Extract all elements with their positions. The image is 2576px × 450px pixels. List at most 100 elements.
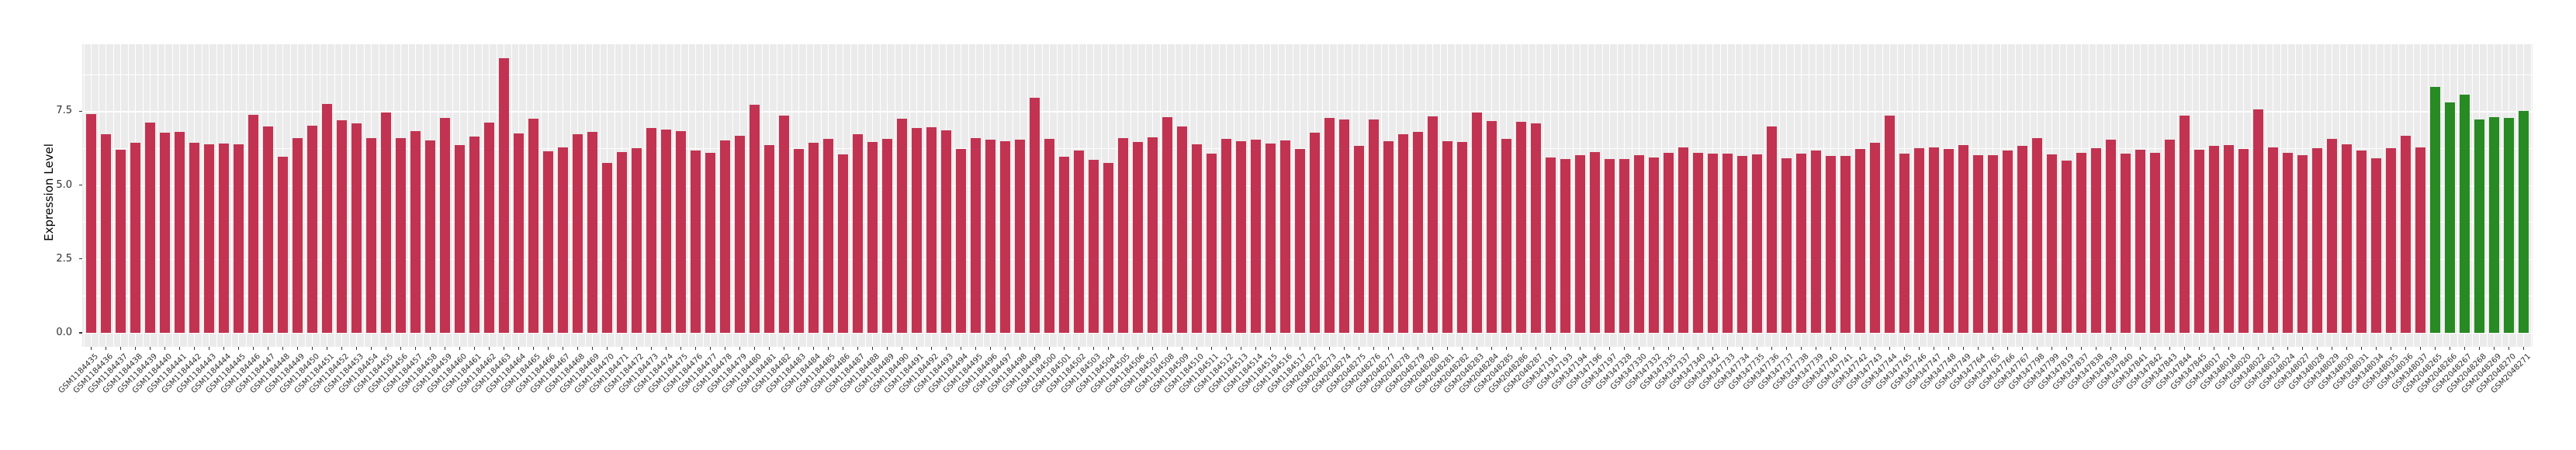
v-gridline-minor xyxy=(2471,44,2473,347)
x-tick-mark xyxy=(1314,347,1316,350)
v-gridline-minor xyxy=(2000,44,2001,347)
x-tick-mark xyxy=(473,347,476,350)
y-tick-label: 5.0 xyxy=(56,178,72,191)
bar-GSM2048265 xyxy=(2430,86,2441,333)
v-gridline-minor xyxy=(1837,44,1839,347)
x-tick-mark xyxy=(621,347,623,350)
bar-GSM347342 xyxy=(1708,154,1719,333)
v-gridline-minor xyxy=(1056,44,1058,347)
x-tick-mark xyxy=(2463,347,2466,350)
bar-GSM1184445 xyxy=(233,144,244,333)
x-tick-mark xyxy=(488,347,490,350)
x-tick-mark xyxy=(2110,347,2112,350)
bar-GSM1184457 xyxy=(410,130,421,333)
bar-GSM1184454 xyxy=(365,138,376,333)
x-tick-mark xyxy=(1948,347,1950,350)
x-tick-mark xyxy=(871,347,874,350)
x-tick-mark xyxy=(532,347,535,350)
bar-GSM1184440 xyxy=(159,133,170,333)
v-gridline-minor xyxy=(1144,44,1146,347)
x-tick-mark xyxy=(2419,347,2422,350)
x-tick-mark xyxy=(2183,347,2186,350)
bar-GSM1184494 xyxy=(955,149,966,333)
x-tick-mark xyxy=(370,347,372,350)
bar-GSM1184513 xyxy=(1235,141,1246,333)
x-tick-mark xyxy=(296,347,298,350)
x-tick-mark xyxy=(1579,347,1581,350)
x-tick-mark xyxy=(1210,347,1213,350)
x-tick-mark xyxy=(1520,347,1522,350)
x-tick-mark xyxy=(1461,347,1463,350)
v-gridline-minor xyxy=(1041,44,1043,347)
v-gridline-minor xyxy=(2073,44,2075,347)
v-gridline-minor xyxy=(584,44,586,347)
x-tick-mark xyxy=(2021,347,2024,350)
x-tick-mark xyxy=(1889,347,1891,350)
x-tick-mark xyxy=(1225,347,1227,350)
v-gridline-minor xyxy=(1366,44,1367,347)
bar-GSM2048271 xyxy=(2519,110,2529,333)
v-gridline-minor xyxy=(1277,44,1279,347)
v-gridline-minor xyxy=(540,44,542,347)
v-gridline-minor xyxy=(230,44,232,347)
x-tick-mark xyxy=(2522,347,2525,350)
x-tick-mark xyxy=(1800,347,1802,350)
bar-GSM2048280 xyxy=(1428,116,1438,333)
x-tick-mark xyxy=(2478,347,2481,350)
v-gridline-minor xyxy=(525,44,527,347)
v-gridline-minor xyxy=(1616,44,1618,347)
x-tick-mark xyxy=(1196,347,1198,350)
bar-GSM1184452 xyxy=(336,120,347,333)
v-gridline-minor xyxy=(1778,44,1780,347)
x-tick-mark xyxy=(1092,347,1095,350)
bar-GSM347328 xyxy=(1619,158,1630,333)
bar-GSM2048270 xyxy=(2504,118,2515,333)
bar-GSM1184455 xyxy=(380,112,391,333)
bar-GSM347837 xyxy=(2076,152,2087,333)
v-gridline-minor xyxy=(1115,44,1117,347)
x-tick-mark xyxy=(1446,347,1449,350)
bar-GSM347733 xyxy=(1723,154,1733,333)
bar-GSM1184451 xyxy=(321,103,332,333)
v-gridline-minor xyxy=(732,44,733,347)
v-gridline-minor xyxy=(791,44,792,347)
v-gridline-minor xyxy=(1513,44,1515,347)
x-tick-mark xyxy=(768,347,770,350)
x-tick-mark xyxy=(1063,347,1065,350)
bar-GSM347330 xyxy=(1634,155,1645,333)
bar-GSM2048286 xyxy=(1516,122,1527,333)
v-gridline-minor xyxy=(1882,44,1883,347)
x-tick-mark xyxy=(1269,347,1272,350)
v-gridline-minor xyxy=(393,44,394,347)
bar-GSM347734 xyxy=(1737,156,1748,333)
v-gridline-minor xyxy=(1823,44,1824,347)
bar-GSM1184439 xyxy=(144,122,155,333)
v-gridline-minor xyxy=(1705,44,1706,347)
bar-GSM1184466 xyxy=(542,151,553,333)
bar-GSM347340 xyxy=(1693,152,1704,333)
v-gridline-minor xyxy=(2132,44,2134,347)
v-gridline-minor xyxy=(1955,44,1957,347)
x-tick-mark xyxy=(1564,347,1567,350)
x-tick-mark xyxy=(1549,347,1552,350)
bar-GSM1184499 xyxy=(1029,98,1040,333)
bar-GSM347197 xyxy=(1605,158,1615,333)
bar-GSM1184503 xyxy=(1088,160,1099,333)
x-tick-mark xyxy=(252,347,254,350)
bar-GSM348034 xyxy=(2371,158,2382,333)
x-tick-mark xyxy=(1122,347,1124,350)
x-tick-mark xyxy=(1048,347,1051,350)
x-tick-mark xyxy=(680,347,682,350)
v-gridline-minor xyxy=(2457,44,2458,347)
x-tick-mark xyxy=(2434,347,2436,350)
bar-GSM348022 xyxy=(2253,109,2264,333)
bar-GSM1184491 xyxy=(911,128,922,333)
bar-GSM1184469 xyxy=(587,132,597,333)
x-tick-mark xyxy=(650,347,653,350)
v-gridline-minor xyxy=(1896,44,1898,347)
x-tick-mark xyxy=(827,347,829,350)
x-tick-mark xyxy=(2065,347,2068,350)
bar-GSM1184471 xyxy=(616,152,627,333)
v-gridline-minor xyxy=(1734,44,1736,347)
v-gridline-minor xyxy=(1395,44,1397,347)
